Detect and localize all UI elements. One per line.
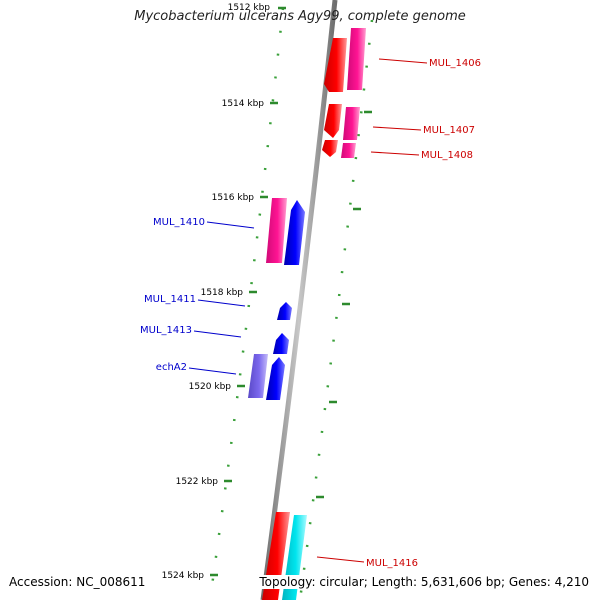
tick-label: 1516 kbp	[212, 193, 255, 203]
gene-label-echa2[interactable]: echA2	[156, 362, 187, 373]
leader-line	[370, 151, 420, 156]
tick-labels: 1512 kbp 1514 kbp 1516 kbp 1518 kbp 1520…	[162, 3, 271, 581]
gene-arrow[interactable]	[347, 28, 366, 90]
gene-arrow[interactable]	[324, 104, 342, 138]
outer-tick-marks	[316, 110, 372, 499]
map-title: Mycobacterium ulcerans Agy99, complete g…	[134, 9, 466, 24]
leader-line	[316, 556, 365, 563]
leader-lines	[188, 58, 428, 563]
tick-label: 1522 kbp	[176, 477, 219, 487]
gene-arrow[interactable]	[341, 143, 356, 158]
gene-arrow[interactable]	[343, 107, 360, 140]
leader-line	[188, 367, 237, 375]
leader-line	[197, 299, 246, 307]
topology-summary: Topology: circular; Length: 5,631,606 bp…	[259, 575, 589, 589]
gene-label-mul-1408[interactable]: MUL_1408	[421, 150, 473, 161]
gene-label-mul-1413[interactable]: MUL_1413	[140, 325, 192, 336]
gene-arrow[interactable]	[248, 354, 268, 398]
genome-backbone	[260, 0, 338, 600]
leader-line	[206, 221, 255, 229]
gene-arrow[interactable]	[277, 302, 292, 320]
leader-line	[372, 126, 422, 131]
tick-marks	[210, 6, 286, 577]
leader-line	[378, 58, 428, 64]
tick-label: 1520 kbp	[189, 382, 232, 392]
gene-label-mul-1410[interactable]: MUL_1410	[153, 217, 205, 228]
gene-arrow[interactable]	[322, 140, 338, 157]
ruler-track-inner	[208, 7, 285, 600]
gene-label-mul-1407[interactable]: MUL_1407	[423, 125, 475, 136]
gene-arrow[interactable]	[324, 38, 347, 92]
tick-label: 1518 kbp	[201, 288, 244, 298]
gene-arrow[interactable]	[284, 200, 305, 265]
gene-label-mul-1406[interactable]: MUL_1406	[429, 58, 481, 69]
gene-arrow[interactable]	[266, 198, 287, 263]
tick-label: 1512 kbp	[228, 3, 271, 13]
accession-text: Accession: NC_008611	[9, 575, 146, 589]
tick-label: 1514 kbp	[222, 99, 265, 109]
gene-label-mul-1416[interactable]: MUL_1416	[366, 558, 418, 569]
tick-label: 1524 kbp	[162, 571, 205, 581]
gene-arrow[interactable]	[273, 333, 289, 354]
gene-labels: MUL_1406 MUL_1407 MUL_1408 MUL_1410 MUL_…	[140, 58, 481, 569]
gene-label-mul-1411[interactable]: MUL_1411	[144, 294, 196, 305]
gene-arrow[interactable]	[266, 357, 285, 400]
leader-line	[193, 330, 242, 338]
